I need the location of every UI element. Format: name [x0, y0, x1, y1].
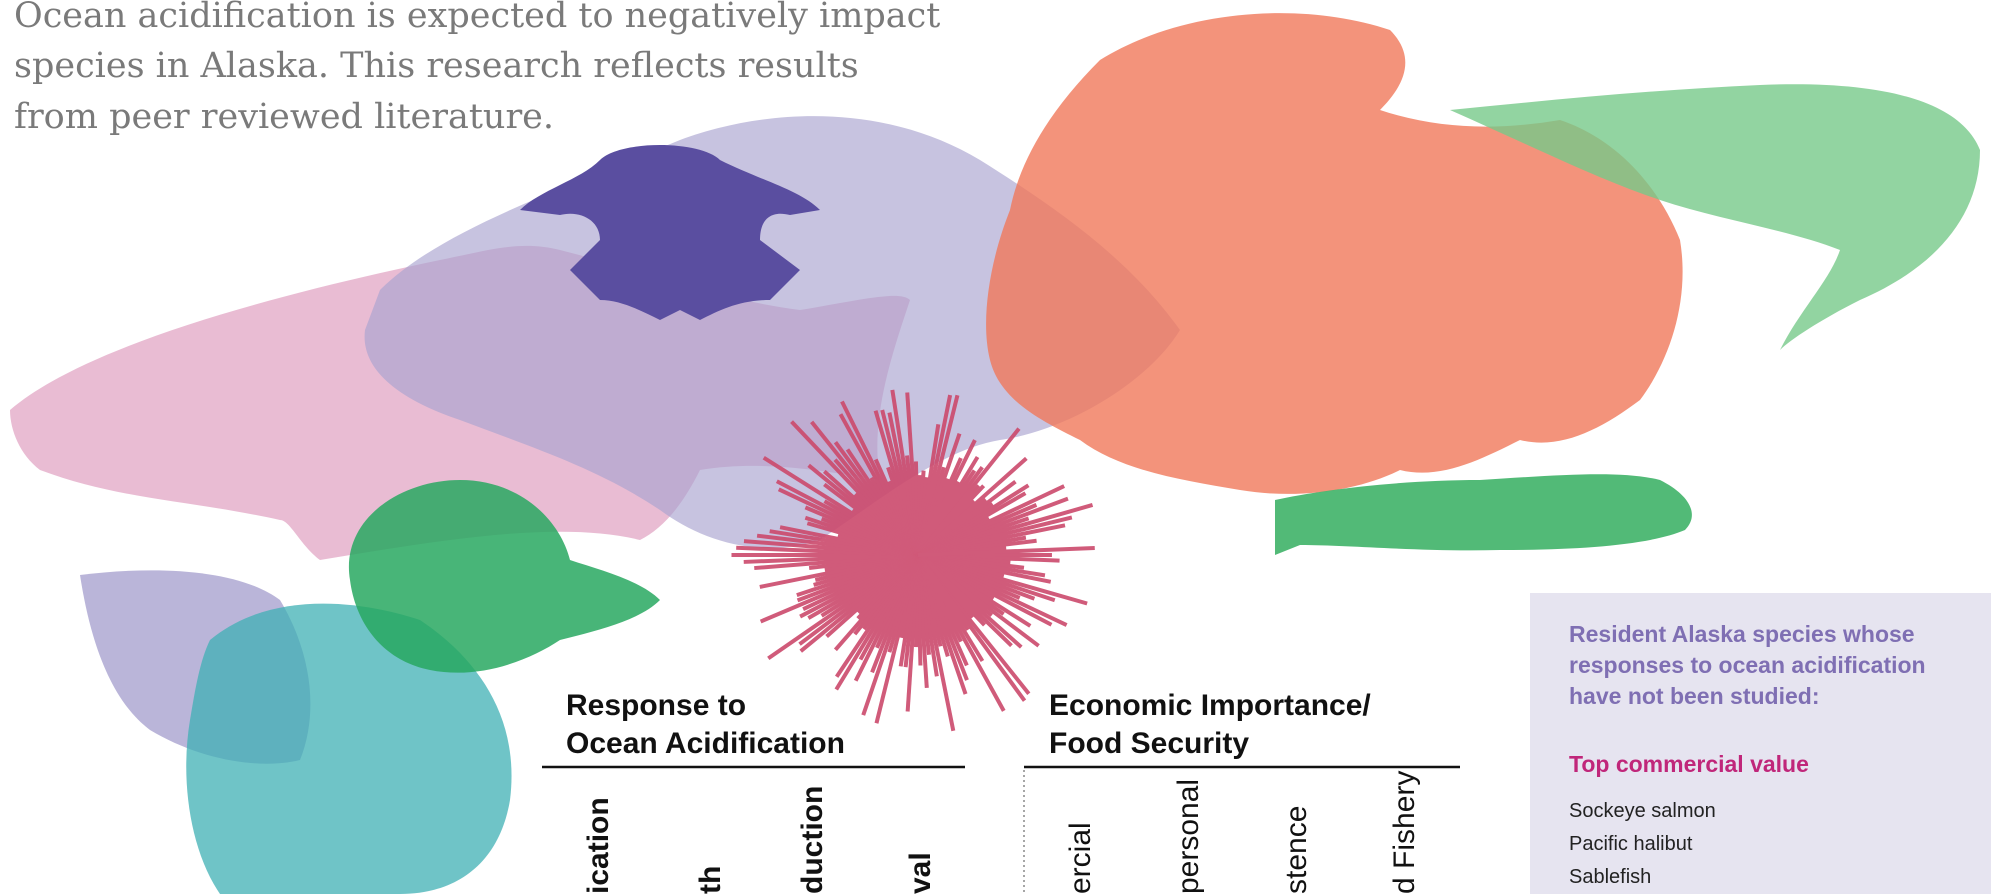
species-item: Pacific halibut: [1569, 833, 1693, 855]
species-item: Sockeye salmon: [1569, 800, 1716, 822]
column-label: stence: [1280, 806, 1313, 894]
panel-heading: Resident Alaska species whose: [1569, 621, 1915, 647]
section-heading: Ocean Acidification: [566, 727, 845, 760]
column-label: th: [694, 866, 727, 894]
panel-subheading: Top commercial value: [1569, 751, 1809, 777]
column-label: duction: [796, 786, 829, 894]
section-heading: Economic Importance/: [1049, 689, 1371, 722]
column-label: ercial: [1064, 822, 1097, 894]
intro-line: species in Alaska. This research reflect…: [14, 46, 859, 86]
column-label: personal: [1172, 779, 1205, 894]
column-label: val: [904, 852, 937, 894]
species-item: Sablefish: [1569, 866, 1651, 888]
section-heading: Response to: [566, 689, 746, 722]
red-crab: [986, 13, 1683, 494]
section-heading: Food Security: [1049, 727, 1249, 760]
intro-line: Ocean acidification is expected to negat…: [14, 0, 940, 36]
column-labels: ication th duction val ercial personal stence d…: [582, 771, 1421, 894]
panel-heading: responses to ocean acidification: [1569, 652, 1926, 678]
infographic: Ocean acidification is expected to negat…: [0, 0, 1991, 894]
intro-line: from peer reviewed literature.: [14, 97, 554, 137]
column-label: ication: [582, 797, 615, 894]
page: {"intro": {"lines": ["Ocean acidificatio…: [0, 0, 1991, 894]
panel-heading: have not been studied:: [1569, 683, 1819, 709]
column-label: d Fishery: [1388, 771, 1421, 894]
